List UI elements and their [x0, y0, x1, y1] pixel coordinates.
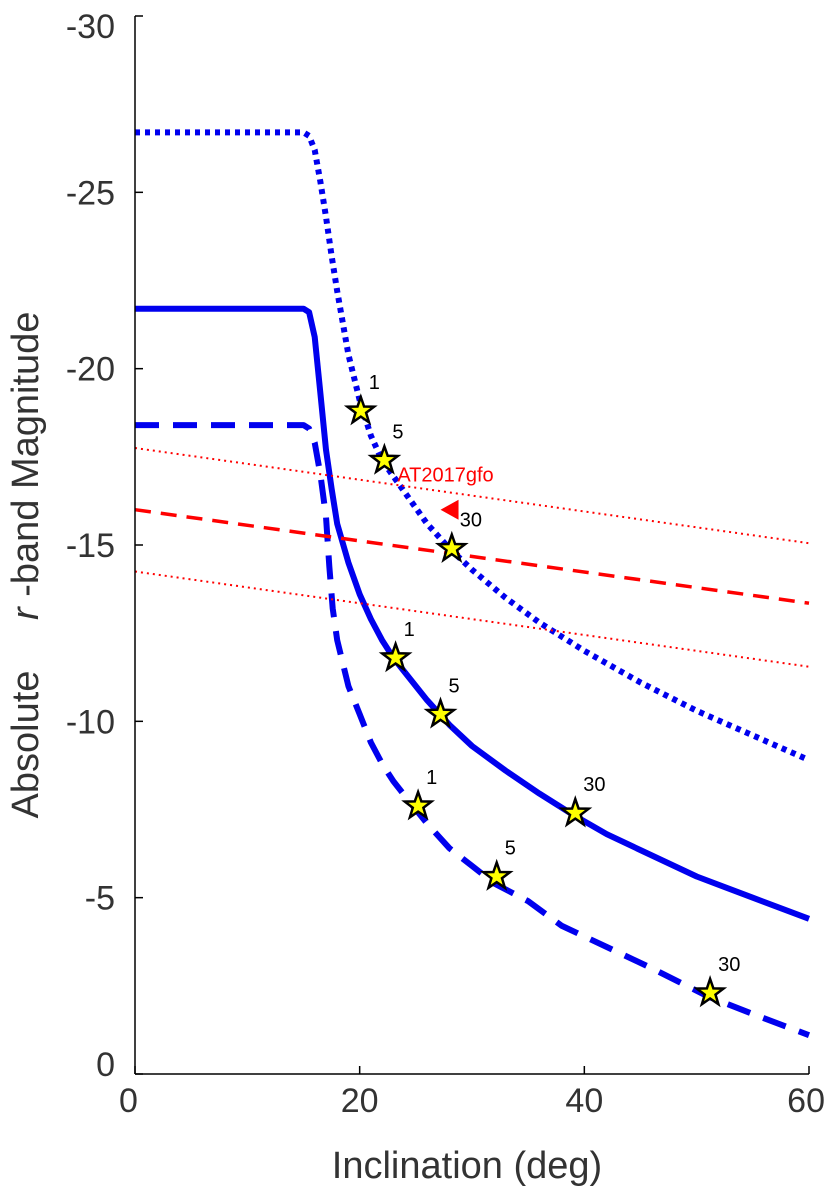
y-tick-label-1: -5	[85, 880, 115, 918]
star-marker-2	[367, 442, 402, 475]
y-tick-label-4: -20	[66, 351, 115, 389]
x-axis-ticks: 0 20 40 60	[119, 1066, 825, 1120]
star-marker-7	[401, 788, 436, 821]
star-marker-8	[479, 858, 514, 891]
y-axis-label: Absolute r -band Magnitude	[5, 312, 47, 819]
star-label-7: 1	[426, 767, 437, 789]
x-tick-label-0: 0	[119, 1082, 138, 1120]
series-line-model-solid	[135, 305, 811, 922]
star-markers-group: 1 5 30 1 5 30 1 5 30	[343, 372, 740, 1008]
series-line-model-dashed	[135, 422, 811, 1039]
annotation-label: AT2017gfo	[397, 465, 493, 487]
x-tick-label-20: 20	[341, 1082, 379, 1120]
series-group	[134, 129, 811, 1039]
y-axis-label-part-1: Absolute	[5, 671, 47, 819]
series-line-AT2017gfo-lower	[134, 570, 810, 668]
x-tick-label-60: 60	[787, 1082, 825, 1120]
series-line-model-dotted	[135, 129, 811, 763]
star-marker-6	[558, 795, 593, 828]
star-label-3: 30	[460, 510, 482, 532]
star-label-4: 1	[404, 619, 415, 641]
x-axis-label: Inclination (deg)	[332, 1145, 602, 1187]
series-line-AT2017gfo-mid	[134, 507, 810, 605]
star-label-9: 30	[718, 954, 740, 976]
y-axis-ticks: 0 -5 -10 -15 -20 -25 -30	[66, 8, 143, 1084]
star-marker-5	[423, 696, 458, 729]
star-label-8: 5	[505, 838, 516, 860]
y-axis-label-part-3: -band Magnitude	[5, 312, 47, 597]
y-tick-label-0: 0	[96, 1046, 115, 1084]
y-tick-label-3: -15	[66, 527, 115, 565]
y-tick-label-5: -25	[66, 174, 115, 212]
star-label-6: 30	[583, 774, 605, 796]
star-marker-3	[434, 530, 469, 564]
star-marker-4	[378, 640, 413, 673]
y-axis-label-part-2: r	[5, 606, 47, 620]
star-marker-1	[343, 393, 378, 426]
star-label-1: 1	[369, 372, 380, 394]
annotation-arrow-marker	[440, 499, 459, 520]
star-marker-9	[693, 975, 728, 1008]
y-tick-label-2: -10	[66, 703, 115, 741]
star-label-2: 5	[392, 421, 403, 443]
y-tick-label-6: -30	[66, 8, 115, 46]
star-label-5: 5	[449, 675, 460, 697]
annotation-group: AT2017gfo	[397, 465, 494, 520]
x-tick-label-40: 40	[565, 1082, 603, 1120]
plot-frame	[134, 16, 809, 1075]
